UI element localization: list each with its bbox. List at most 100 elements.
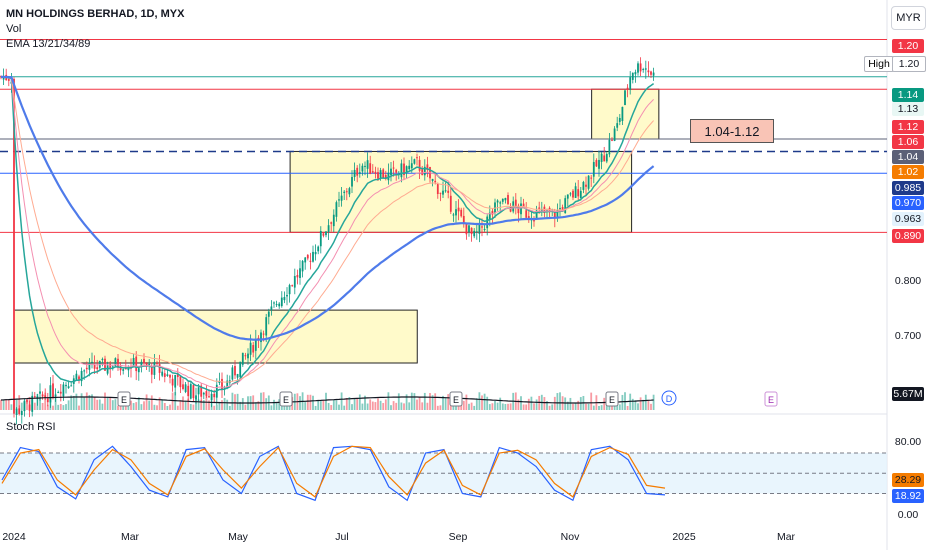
volume-bar (31, 399, 34, 410)
candle-body (382, 169, 385, 178)
candle-body (0, 76, 2, 78)
candle-body (587, 175, 590, 189)
volume-bar (423, 392, 426, 410)
price-tag: 0.985 (892, 181, 924, 195)
stoch-k-line (1, 445, 666, 502)
candle-body (226, 380, 229, 389)
volume-bar (556, 393, 559, 410)
candle-body (7, 79, 10, 81)
volume-bar (491, 403, 494, 410)
candle-body (434, 180, 437, 183)
price-tag: 1.12 (892, 120, 924, 134)
candle-body (57, 391, 60, 393)
volume-bar (197, 399, 200, 410)
volume-bar (161, 399, 164, 410)
price-tag: 1.14 (892, 88, 924, 102)
volume-bar (0, 399, 2, 410)
volume-bar (353, 398, 356, 410)
volume-bar (169, 404, 171, 410)
zone-label: 1.04-1.12 (690, 119, 774, 143)
candle-body (335, 202, 338, 217)
volume-bar (5, 399, 8, 410)
candle-body (483, 228, 486, 230)
volume-bar (364, 395, 366, 410)
candle-body (644, 68, 647, 70)
candle-body (150, 366, 153, 375)
volume-bar (405, 394, 408, 410)
candle-body (611, 139, 613, 141)
candle-body (343, 191, 346, 193)
volume-bar (496, 402, 499, 410)
volume-bar (67, 400, 70, 410)
volume-bar (36, 393, 39, 410)
candle-body (569, 193, 572, 195)
candle-body (520, 203, 522, 215)
volume-bar (65, 404, 67, 410)
symbol-title[interactable]: MN HOLDINGS BERHAD, 1D, MYX (6, 8, 185, 20)
upcoming-earnings-text: E (768, 395, 774, 405)
candle-body (650, 71, 652, 75)
stoch-rsi-label[interactable]: Stoch RSI (6, 421, 56, 433)
earnings-marker-text: E (453, 395, 459, 405)
volume-bar (546, 401, 548, 410)
candle-body (559, 207, 561, 210)
volume-bar (421, 402, 424, 410)
rsi-tick-label: 0.00 (898, 509, 919, 521)
volume-bar (145, 394, 148, 410)
ema-indicator-label[interactable]: EMA 13/21/34/89 (6, 38, 91, 50)
volume-bar (171, 392, 174, 410)
volume-bar (304, 402, 307, 410)
volume-bar (210, 401, 213, 410)
volume-bar (447, 394, 450, 410)
price-tag: 1.02 (892, 165, 924, 179)
volume-bar (182, 396, 184, 410)
volume-bar (650, 403, 652, 410)
stoch-d-line (1, 445, 666, 498)
volume-bar (299, 396, 301, 410)
candle-body (262, 333, 265, 335)
volume-bar (254, 402, 257, 410)
candle-body (2, 76, 5, 80)
candle-body (96, 367, 99, 370)
volume-bar (163, 402, 166, 410)
candle-body (197, 387, 200, 395)
candle-body (418, 159, 421, 171)
volume-bar (202, 400, 205, 410)
candle-body (468, 225, 470, 233)
candle-body (361, 165, 364, 172)
volume-indicator-label[interactable]: Vol (6, 23, 22, 35)
candle-body (439, 192, 442, 194)
currency-button[interactable]: MYR (891, 6, 926, 30)
candle-body (579, 190, 582, 198)
volume-bar (280, 405, 283, 410)
rsi-value-tag: 18.92 (892, 489, 924, 503)
earnings-marker-text: E (121, 395, 127, 405)
volume-bar (356, 398, 359, 410)
candle-body (475, 231, 478, 233)
volume-bar (20, 402, 23, 410)
candle-body (132, 357, 135, 367)
x-tick-label: May (228, 531, 249, 543)
candle-body (153, 362, 156, 375)
volume-bar (499, 397, 502, 410)
candle-body (291, 285, 294, 287)
volume-bar (361, 403, 364, 410)
volume-bar (205, 395, 208, 410)
volume-bar (312, 395, 314, 410)
price-tag: 1.04 (892, 150, 924, 164)
volume-bar (109, 397, 112, 410)
candle-body (585, 184, 587, 187)
volume-bar (59, 403, 62, 410)
candle-body (78, 376, 80, 381)
candle-body (457, 207, 460, 212)
volume-bar (239, 401, 242, 410)
x-tick-label: Sep (449, 531, 468, 543)
volume-bar (569, 397, 572, 410)
volume-bar (80, 393, 83, 410)
volume-bar (535, 399, 538, 410)
candle-body (538, 207, 541, 210)
candle-body (109, 363, 112, 370)
candle-body (642, 69, 645, 71)
upcoming-earnings-marker (764, 391, 778, 407)
